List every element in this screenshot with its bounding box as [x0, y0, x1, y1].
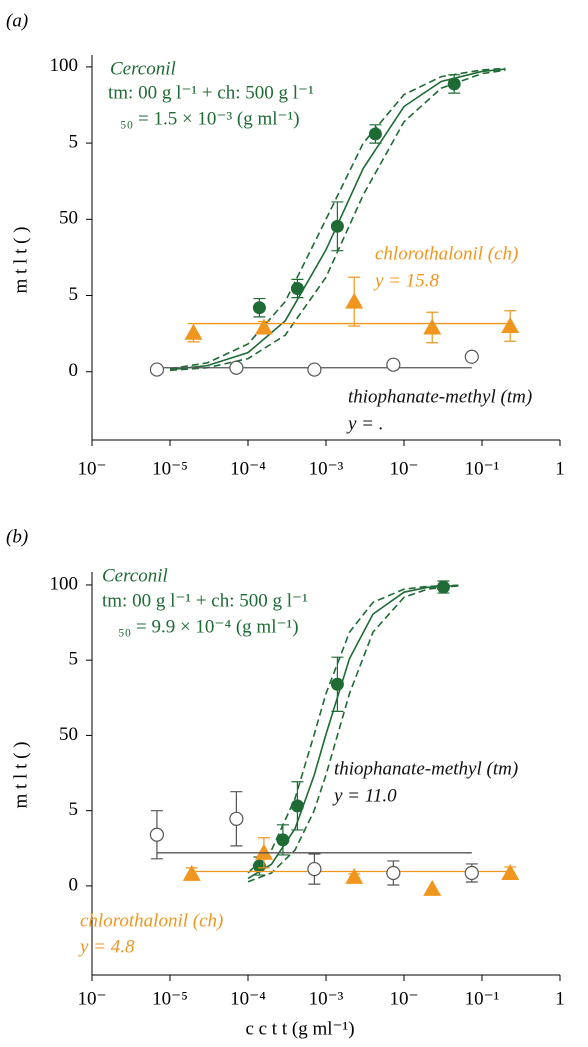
series-name: thiophanate-methyl (tm) — [334, 758, 518, 779]
ec50-label: ₅₀ = 1.5 × 10⁻³ (g ml⁻¹) — [120, 108, 300, 129]
formulation: tm: 00 g l⁻¹ + ch: 500 g l⁻¹ — [102, 590, 308, 611]
y-tick-label: 50 — [59, 724, 78, 745]
x-tick-label: 10⁻ — [389, 458, 418, 479]
data-point — [182, 864, 201, 881]
y-tick-label: 100 — [50, 573, 79, 594]
data-point — [229, 360, 244, 375]
x-tick-label: 10⁻⁵ — [152, 458, 188, 479]
fit-label: y = 4.8 — [78, 936, 135, 957]
fit-label: y = . — [346, 413, 384, 434]
data-point — [252, 301, 266, 315]
data-point — [423, 318, 442, 335]
x-tick-label: 10⁻¹ — [465, 988, 500, 1009]
y-tick-label: 100 — [50, 55, 79, 76]
data-point — [149, 827, 165, 842]
data-point — [501, 863, 520, 880]
y-tick-label: 0 — [69, 360, 79, 381]
data-point — [386, 865, 401, 881]
x-tick-label: 1 — [555, 988, 565, 1009]
data-point — [368, 127, 382, 141]
data-point — [254, 318, 273, 335]
fit-curve — [169, 69, 506, 372]
data-point — [290, 281, 304, 295]
data-point — [290, 799, 304, 813]
x-tick-label: 10⁻⁴ — [230, 988, 266, 1009]
data-point — [252, 859, 266, 873]
y-axis-label: m t l t ( ) — [10, 741, 31, 808]
data-point — [149, 362, 165, 377]
fit-curve — [169, 67, 506, 370]
data-point — [276, 833, 290, 847]
x-tick-label: 10⁻⁴ — [230, 458, 266, 479]
fit-label: y = 15.8 — [373, 270, 440, 291]
data-point — [307, 362, 322, 377]
series-name: chlorothalonil (ch) — [375, 243, 518, 264]
series-name: Cerconil — [110, 58, 176, 79]
x-tick-label: 10⁻³ — [309, 458, 344, 479]
x-tick-label: 10⁻¹ — [465, 458, 500, 479]
x-tick-label: 10⁻ — [77, 988, 106, 1009]
data-point — [330, 677, 344, 691]
y-tick-label: 5 — [69, 649, 79, 670]
data-point — [386, 357, 401, 372]
series-name: thiophanate-methyl (tm) — [348, 386, 532, 407]
data-point — [229, 811, 244, 826]
x-tick-label: 10⁻ — [389, 988, 418, 1009]
y-tick-label: 5 — [69, 284, 79, 305]
x-tick-label: 10⁻⁵ — [152, 988, 188, 1009]
x-axis-label: c c t t (g ml⁻¹) — [245, 1018, 354, 1039]
data-point — [254, 843, 273, 860]
data-point — [464, 865, 479, 881]
formulation: tm: 00 g l⁻¹ + ch: 500 g l⁻¹ — [108, 82, 314, 103]
panel-label: (a) — [6, 10, 28, 31]
data-point — [447, 77, 461, 91]
y-axis-label: m t l t ( ) — [10, 226, 31, 293]
fit-curve — [247, 585, 459, 883]
y-tick-label: 0 — [69, 874, 79, 895]
x-tick-label: 1 — [555, 458, 565, 479]
data-point — [423, 879, 442, 896]
data-point — [307, 861, 322, 877]
data-point — [501, 316, 520, 333]
ec50-label: ₅₀ = 9.9 × 10⁻⁴ (g ml⁻¹) — [118, 616, 299, 637]
data-point — [330, 219, 344, 233]
y-tick-label: 5 — [69, 799, 79, 820]
data-point — [345, 292, 364, 309]
series-name: chlorothalonil (ch) — [80, 910, 223, 931]
panel-label: (b) — [6, 526, 28, 547]
data-point — [436, 580, 450, 594]
y-tick-label: 50 — [59, 208, 78, 229]
data-point — [184, 323, 203, 340]
data-point — [464, 349, 479, 364]
fit-label: y = 11.0 — [332, 785, 397, 806]
y-tick-label: 5 — [69, 131, 79, 152]
x-tick-label: 10⁻³ — [309, 988, 344, 1009]
series-name: Cerconil — [102, 565, 168, 586]
fit-curve — [169, 68, 506, 371]
data-point — [345, 867, 364, 884]
x-tick-label: 10⁻ — [77, 458, 106, 479]
